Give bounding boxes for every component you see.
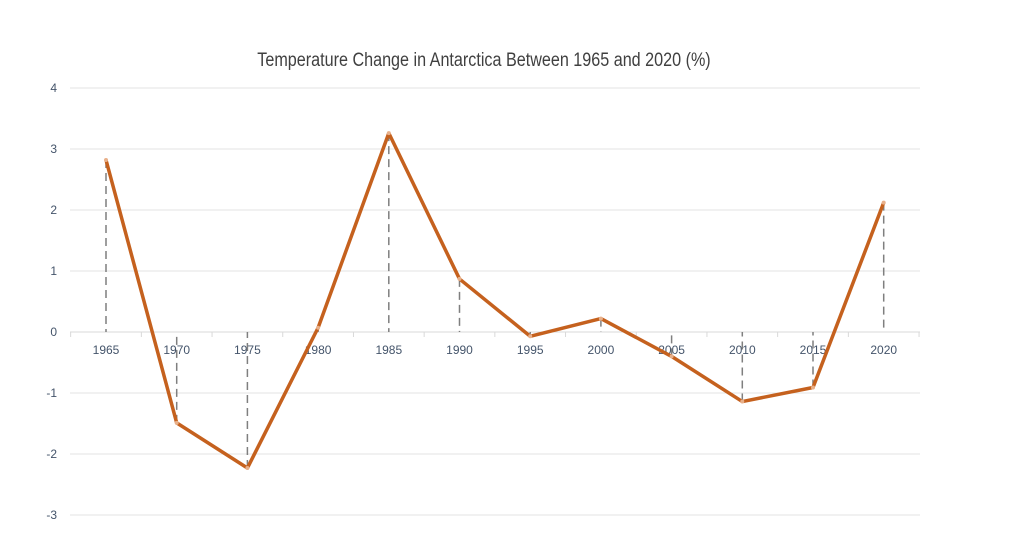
y-tick-label: -1	[46, 386, 57, 400]
data-point	[598, 316, 603, 321]
data-point	[669, 354, 674, 359]
data-point	[740, 399, 745, 404]
x-tick-label: 1985	[375, 343, 402, 357]
data-point	[528, 334, 533, 339]
data-point	[386, 131, 391, 136]
y-tick-label: 1	[50, 264, 57, 278]
chart-title: Temperature Change in Antarctica Between…	[257, 50, 711, 71]
data-point	[104, 157, 108, 162]
x-tick-label: 1990	[446, 343, 473, 357]
data-point	[811, 385, 815, 390]
data-point	[316, 325, 321, 330]
data-point	[174, 420, 179, 425]
x-tick-label: 2010	[729, 343, 756, 357]
x-tick-label: 1980	[305, 343, 332, 357]
x-tick-label: 1965	[93, 343, 120, 357]
y-tick-label: 3	[50, 142, 57, 156]
x-tick-label: 2015	[800, 343, 827, 357]
y-tick-label: -3	[46, 508, 57, 522]
x-tick-label: 2000	[588, 343, 615, 357]
data-point	[881, 200, 886, 205]
y-tick-label: 4	[50, 81, 57, 95]
y-tick-label: 2	[50, 203, 57, 217]
y-tick-label: 0	[50, 325, 57, 339]
series-line	[104, 131, 886, 470]
data-point	[245, 466, 250, 471]
y-tick-label: -2	[46, 447, 57, 461]
x-tick-label: 1995	[517, 343, 544, 357]
data-point	[457, 276, 462, 281]
x-tick-label: 2020	[870, 343, 897, 357]
